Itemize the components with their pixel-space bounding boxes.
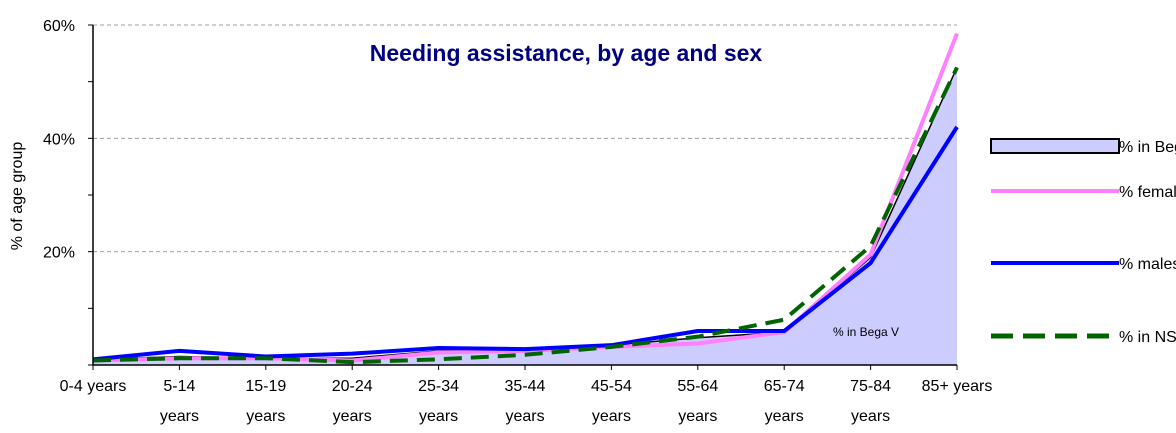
legend-label-males: % males bbox=[1119, 256, 1176, 273]
x-tick-label: 45-54 years bbox=[591, 378, 632, 425]
legend-swatch-in-bega-v bbox=[990, 138, 1120, 154]
legend: % in Bega V % females % males % in NSW bbox=[990, 138, 1176, 346]
x-tick-label: 65-74 years bbox=[764, 378, 805, 425]
series-area-in-bega-v bbox=[93, 67, 957, 365]
x-tick-label: 85+ years bbox=[922, 378, 993, 395]
chart-title: Needing assistance, by age and sex bbox=[370, 40, 763, 66]
x-axis-ticks: 0-4 years 5-14 years 15-19 years 20-24 years 25… bbox=[60, 378, 993, 425]
x-tick-label: 55-64 years bbox=[677, 378, 718, 425]
x-tick-label: 20-24 years bbox=[332, 378, 373, 425]
series-line-males bbox=[92, 125, 959, 362]
series-line-in-nsw bbox=[92, 66, 959, 365]
x-tick-label: 5-14 years bbox=[160, 378, 199, 425]
legend-label-in-bega-v: % in Bega V bbox=[1119, 139, 1176, 156]
axes bbox=[88, 24, 958, 370]
x-tick-label: 15-19 years bbox=[245, 378, 286, 425]
x-tick-label: 25-34 years bbox=[418, 378, 459, 425]
y-axis-ticks: 20% 40% 60% bbox=[43, 18, 75, 262]
legend-label-in-nsw: % in NSW bbox=[1119, 329, 1176, 346]
area-series bbox=[92, 67, 958, 365]
y-axis-label: % of age group bbox=[9, 142, 26, 251]
x-tick-label: 75-84 years bbox=[850, 378, 891, 425]
y-tick-label: 40% bbox=[43, 131, 75, 148]
legend-label-females: % females bbox=[1119, 184, 1176, 201]
x-tick-label: 0-4 years bbox=[60, 378, 127, 395]
y-tick-label: 20% bbox=[43, 245, 75, 262]
area-annotation: % in Bega V bbox=[833, 325, 899, 339]
gridlines bbox=[93, 24, 957, 253]
y-tick-label: 60% bbox=[43, 18, 75, 35]
line-series bbox=[92, 32, 959, 365]
x-tick-label: 35-44 years bbox=[505, 378, 546, 425]
